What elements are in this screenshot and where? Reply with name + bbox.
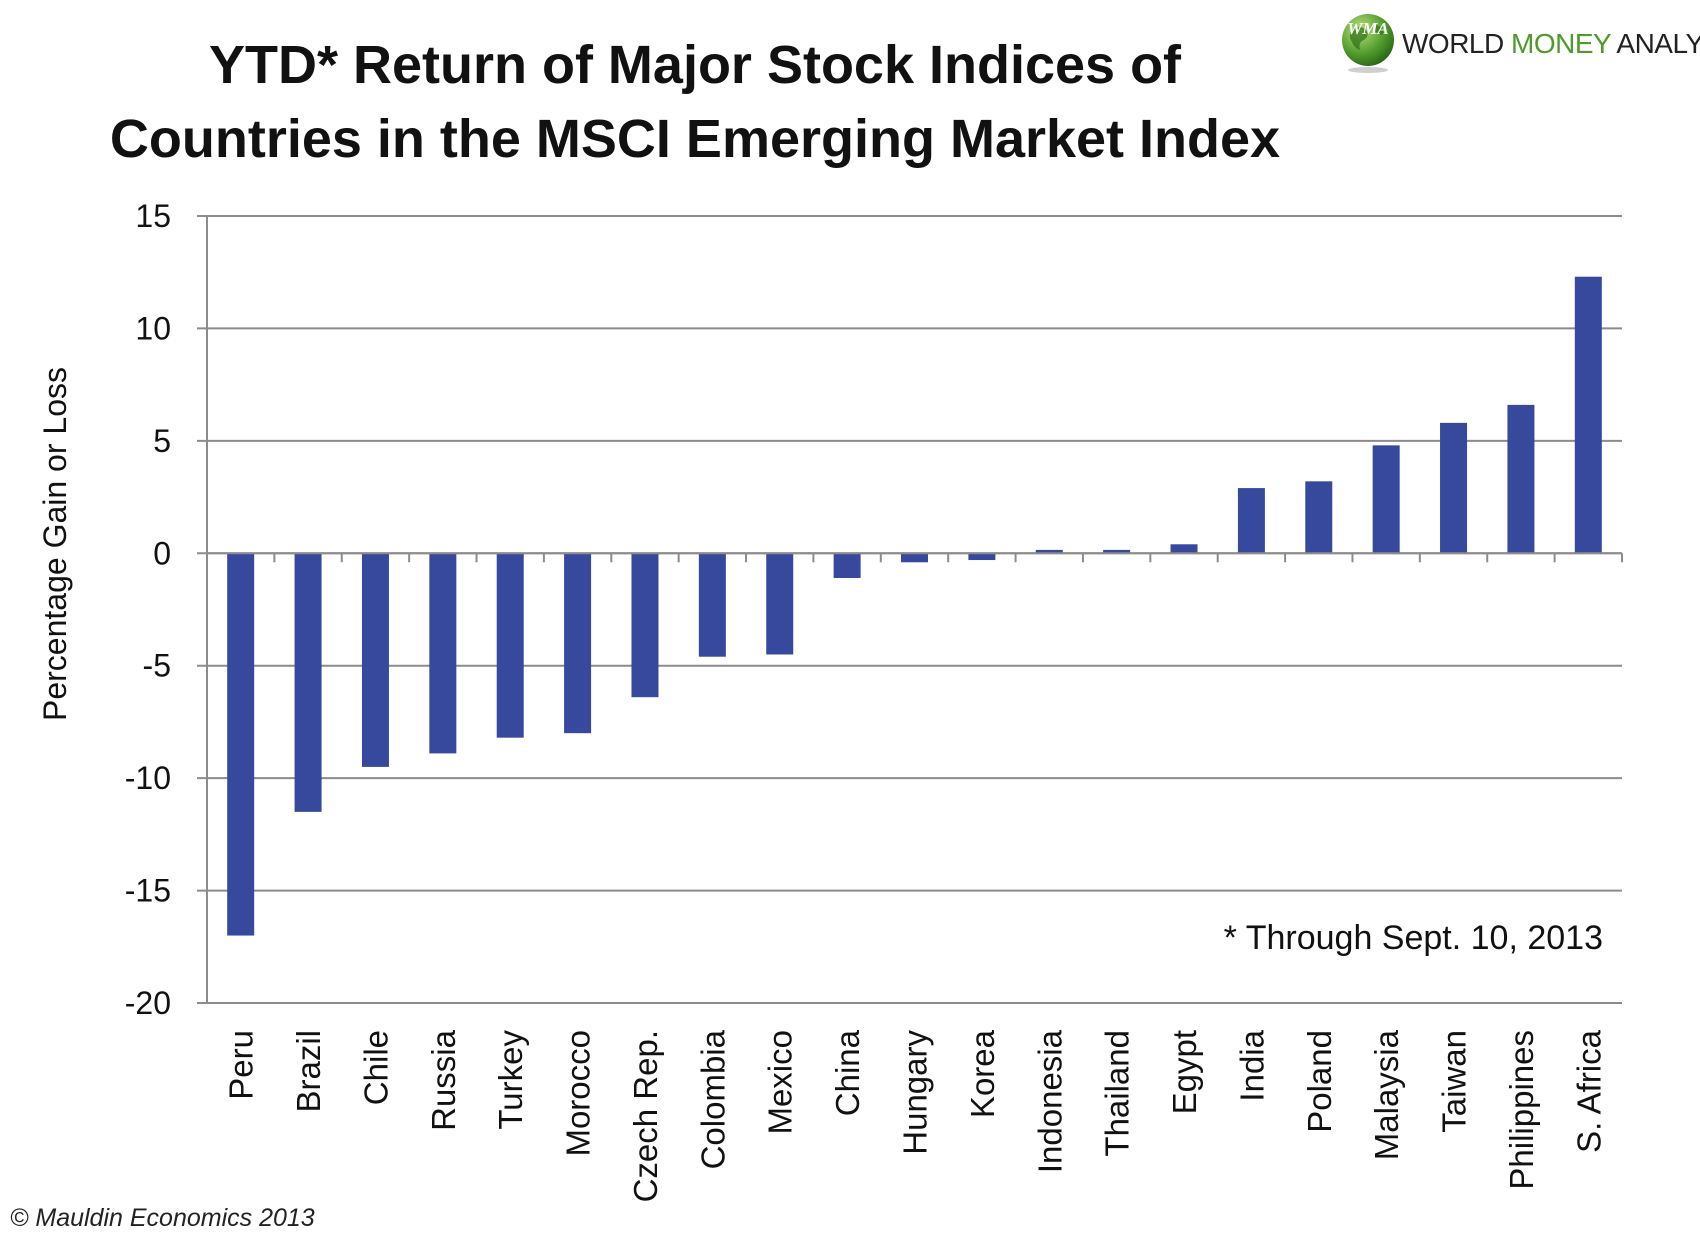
bar-indonesia [1035,549,1063,554]
x-tick-label: Egypt [1166,1030,1203,1114]
bar-egypt [1170,544,1198,554]
x-tick-label: Colombia [694,1029,731,1169]
gridlines [197,215,1622,1004]
logo-word-analyst: ANALYST [1616,28,1700,59]
y-tick-label: -15 [125,873,171,909]
world-money-analyst-logo: WMA WORLD MONEY ANALYST [1338,8,1700,78]
bar-russia [429,553,457,754]
date-annotation: * Through Sept. 10, 2013 [1224,919,1603,957]
y-tick-label: 10 [135,310,171,346]
axes [206,216,1623,1003]
x-tick-label: Poland [1301,1030,1338,1133]
bar-india [1237,488,1265,554]
bar-chile [361,553,389,767]
bar-brazil [294,553,322,812]
x-tick-label: Korea [964,1029,1001,1118]
x-tick-label: Hungary [897,1030,934,1155]
bar-mexico [766,553,794,655]
logo-word-money: MONEY [1511,28,1611,59]
logo-wordmark: WORLD MONEY ANALYST [1402,28,1700,60]
bar-s-africa [1574,276,1602,554]
y-tick-label: -10 [125,760,171,796]
x-tick-label: China [829,1029,866,1116]
bar-taiwan [1440,422,1468,554]
y-tick-labels: 15 10 5 0 -5 -10 -15 -20 [125,198,171,1021]
bar-poland [1305,481,1333,554]
x-tick-label: Indonesia [1031,1029,1068,1173]
y-tick-label: -20 [125,985,171,1021]
bar-malaysia [1372,445,1400,554]
bar-turkey [496,553,524,738]
logo-word-world: WORLD [1402,28,1511,59]
bar-colombia [698,553,726,657]
bar-morocco [564,553,592,734]
bar-philippines [1507,404,1535,554]
x-tick-label: Chile [357,1030,394,1105]
bars [227,276,1602,936]
x-tick-label: Morocco [560,1030,597,1157]
x-tick-label: Taiwan [1436,1030,1473,1133]
bar-peru [227,553,255,936]
chart-title-line-2: Countries in the MSCI Emerging Market In… [109,109,1281,169]
globe-icon: WMA [1342,14,1394,73]
logo-badge-text: WMA [1347,19,1389,38]
x-tick-label: Czech Rep. [627,1030,664,1202]
copyright-footer: © Mauldin Economics 2013 [10,1204,315,1232]
bar-thailand [1103,549,1131,554]
y-tick-label: 15 [135,198,171,234]
x-tick-label: Russia [425,1029,462,1131]
x-tick-label: Peru [223,1030,260,1100]
x-tick-label: Turkey [492,1030,529,1130]
x-tick-label: Malaysia [1368,1029,1405,1160]
chart-title-line-1: YTD* Return of Major Stock Indices of [208,35,1182,95]
y-tick-label: 0 [153,535,171,571]
chart-title: YTD* Return of Major Stock Indices of Co… [100,28,1290,176]
x-tick-label: Brazil [290,1030,327,1113]
x-tick-label: S. Africa [1570,1029,1607,1153]
x-tick-label: India [1233,1029,1270,1101]
bar-hungary [901,553,928,563]
y-axis-label: Percentage Gain or Loss [37,367,73,721]
x-tick-label: Thailand [1099,1030,1136,1157]
bar-korea [968,553,996,561]
bar-czech-rep [631,553,659,698]
x-tick-labels: Peru Brazil Chile Russia Turkey Morocco Czech … [223,1029,1608,1202]
x-tick-label: Mexico [762,1030,799,1135]
x-tick-label: Philippines [1503,1030,1540,1190]
y-tick-label: 5 [153,423,171,459]
bar-china [833,553,861,579]
y-tick-label: -5 [143,648,171,684]
